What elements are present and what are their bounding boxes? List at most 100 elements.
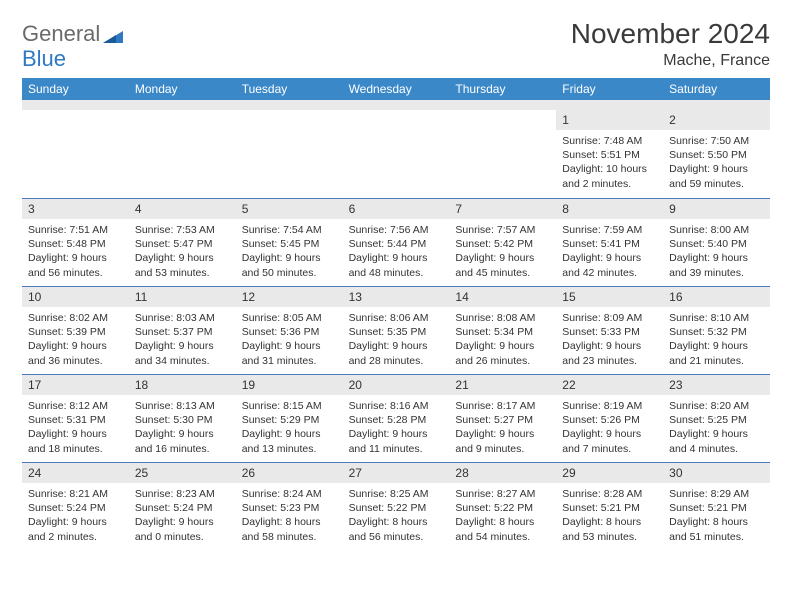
sunrise-text: Sunrise: 7:56 AM <box>349 223 444 237</box>
daylight-text: Daylight: 9 hours and 56 minutes. <box>28 251 123 279</box>
sunset-text: Sunset: 5:28 PM <box>349 413 444 427</box>
day-cell: 20Sunrise: 8:16 AMSunset: 5:28 PMDayligh… <box>343 374 450 462</box>
sunrise-text: Sunrise: 8:02 AM <box>28 311 123 325</box>
daylight-text: Daylight: 9 hours and 11 minutes. <box>349 427 444 455</box>
day-cell-empty <box>129 110 236 198</box>
weekday-header: Monday <box>129 78 236 100</box>
sunset-text: Sunset: 5:33 PM <box>562 325 657 339</box>
sunrise-text: Sunrise: 8:27 AM <box>455 487 550 501</box>
sunset-text: Sunset: 5:29 PM <box>242 413 337 427</box>
daylight-text: Daylight: 9 hours and 48 minutes. <box>349 251 444 279</box>
day-number: 26 <box>236 463 343 483</box>
sunset-text: Sunset: 5:23 PM <box>242 501 337 515</box>
sunset-text: Sunset: 5:22 PM <box>349 501 444 515</box>
day-content: Sunrise: 8:28 AMSunset: 5:21 PMDaylight:… <box>556 483 663 550</box>
day-cell: 14Sunrise: 8:08 AMSunset: 5:34 PMDayligh… <box>449 286 556 374</box>
sunrise-text: Sunrise: 8:21 AM <box>28 487 123 501</box>
day-number: 3 <box>22 199 129 219</box>
day-content: Sunrise: 8:25 AMSunset: 5:22 PMDaylight:… <box>343 483 450 550</box>
day-cell: 17Sunrise: 8:12 AMSunset: 5:31 PMDayligh… <box>22 374 129 462</box>
sunset-text: Sunset: 5:34 PM <box>455 325 550 339</box>
day-number: 9 <box>663 199 770 219</box>
day-content: Sunrise: 8:15 AMSunset: 5:29 PMDaylight:… <box>236 395 343 462</box>
day-number: 28 <box>449 463 556 483</box>
day-cell: 4Sunrise: 7:53 AMSunset: 5:47 PMDaylight… <box>129 198 236 286</box>
day-number: 14 <box>449 287 556 307</box>
sunrise-text: Sunrise: 8:00 AM <box>669 223 764 237</box>
daylight-text: Daylight: 8 hours and 53 minutes. <box>562 515 657 543</box>
sunset-text: Sunset: 5:30 PM <box>135 413 230 427</box>
week-row: 3Sunrise: 7:51 AMSunset: 5:48 PMDaylight… <box>22 198 770 286</box>
day-cell: 24Sunrise: 8:21 AMSunset: 5:24 PMDayligh… <box>22 462 129 550</box>
day-content: Sunrise: 8:29 AMSunset: 5:21 PMDaylight:… <box>663 483 770 550</box>
sunset-text: Sunset: 5:24 PM <box>28 501 123 515</box>
week-row: 24Sunrise: 8:21 AMSunset: 5:24 PMDayligh… <box>22 462 770 550</box>
day-cell: 30Sunrise: 8:29 AMSunset: 5:21 PMDayligh… <box>663 462 770 550</box>
day-content: Sunrise: 8:00 AMSunset: 5:40 PMDaylight:… <box>663 219 770 286</box>
daylight-text: Daylight: 9 hours and 45 minutes. <box>455 251 550 279</box>
day-content: Sunrise: 8:09 AMSunset: 5:33 PMDaylight:… <box>556 307 663 374</box>
day-number: 22 <box>556 375 663 395</box>
day-content: Sunrise: 7:57 AMSunset: 5:42 PMDaylight:… <box>449 219 556 286</box>
spacer-row <box>22 100 770 110</box>
sunset-text: Sunset: 5:25 PM <box>669 413 764 427</box>
day-number: 10 <box>22 287 129 307</box>
day-cell: 2Sunrise: 7:50 AMSunset: 5:50 PMDaylight… <box>663 110 770 198</box>
sunset-text: Sunset: 5:44 PM <box>349 237 444 251</box>
sunset-text: Sunset: 5:42 PM <box>455 237 550 251</box>
daylight-text: Daylight: 9 hours and 13 minutes. <box>242 427 337 455</box>
week-row: 1Sunrise: 7:48 AMSunset: 5:51 PMDaylight… <box>22 110 770 198</box>
day-cell: 19Sunrise: 8:15 AMSunset: 5:29 PMDayligh… <box>236 374 343 462</box>
sunset-text: Sunset: 5:21 PM <box>562 501 657 515</box>
day-content: Sunrise: 8:10 AMSunset: 5:32 PMDaylight:… <box>663 307 770 374</box>
day-cell: 9Sunrise: 8:00 AMSunset: 5:40 PMDaylight… <box>663 198 770 286</box>
day-cell: 8Sunrise: 7:59 AMSunset: 5:41 PMDaylight… <box>556 198 663 286</box>
day-cell: 22Sunrise: 8:19 AMSunset: 5:26 PMDayligh… <box>556 374 663 462</box>
sunrise-text: Sunrise: 7:48 AM <box>562 134 657 148</box>
day-number: 20 <box>343 375 450 395</box>
day-number: 30 <box>663 463 770 483</box>
sunrise-text: Sunrise: 8:15 AM <box>242 399 337 413</box>
day-cell: 27Sunrise: 8:25 AMSunset: 5:22 PMDayligh… <box>343 462 450 550</box>
daylight-text: Daylight: 9 hours and 53 minutes. <box>135 251 230 279</box>
day-cell-empty <box>22 110 129 198</box>
daylight-text: Daylight: 9 hours and 50 minutes. <box>242 251 337 279</box>
daylight-text: Daylight: 9 hours and 28 minutes. <box>349 339 444 367</box>
day-content: Sunrise: 8:20 AMSunset: 5:25 PMDaylight:… <box>663 395 770 462</box>
logo-triangle-icon <box>103 24 123 47</box>
sunrise-text: Sunrise: 8:25 AM <box>349 487 444 501</box>
day-number: 11 <box>129 287 236 307</box>
day-cell: 10Sunrise: 8:02 AMSunset: 5:39 PMDayligh… <box>22 286 129 374</box>
day-cell-empty <box>343 110 450 198</box>
day-cell: 28Sunrise: 8:27 AMSunset: 5:22 PMDayligh… <box>449 462 556 550</box>
day-cell: 26Sunrise: 8:24 AMSunset: 5:23 PMDayligh… <box>236 462 343 550</box>
day-cell: 7Sunrise: 7:57 AMSunset: 5:42 PMDaylight… <box>449 198 556 286</box>
calendar-page: GeneralBlue November 2024 Mache, France … <box>0 0 792 550</box>
sunrise-text: Sunrise: 8:19 AM <box>562 399 657 413</box>
day-number: 5 <box>236 199 343 219</box>
day-content: Sunrise: 8:13 AMSunset: 5:30 PMDaylight:… <box>129 395 236 462</box>
day-content: Sunrise: 8:02 AMSunset: 5:39 PMDaylight:… <box>22 307 129 374</box>
sunrise-text: Sunrise: 7:54 AM <box>242 223 337 237</box>
logo-text-blue: Blue <box>22 46 66 71</box>
day-number: 7 <box>449 199 556 219</box>
day-content: Sunrise: 8:19 AMSunset: 5:26 PMDaylight:… <box>556 395 663 462</box>
day-number: 19 <box>236 375 343 395</box>
daylight-text: Daylight: 8 hours and 58 minutes. <box>242 515 337 543</box>
day-number: 17 <box>22 375 129 395</box>
day-cell: 18Sunrise: 8:13 AMSunset: 5:30 PMDayligh… <box>129 374 236 462</box>
sunset-text: Sunset: 5:24 PM <box>135 501 230 515</box>
daylight-text: Daylight: 9 hours and 39 minutes. <box>669 251 764 279</box>
daylight-text: Daylight: 9 hours and 26 minutes. <box>455 339 550 367</box>
day-content: Sunrise: 8:06 AMSunset: 5:35 PMDaylight:… <box>343 307 450 374</box>
daylight-text: Daylight: 9 hours and 59 minutes. <box>669 162 764 190</box>
daylight-text: Daylight: 10 hours and 2 minutes. <box>562 162 657 190</box>
title-block: November 2024 Mache, France <box>571 18 770 70</box>
day-cell: 6Sunrise: 7:56 AMSunset: 5:44 PMDaylight… <box>343 198 450 286</box>
sunrise-text: Sunrise: 8:17 AM <box>455 399 550 413</box>
weeks-container: 1Sunrise: 7:48 AMSunset: 5:51 PMDaylight… <box>22 110 770 550</box>
sunrise-text: Sunrise: 8:09 AM <box>562 311 657 325</box>
sunset-text: Sunset: 5:50 PM <box>669 148 764 162</box>
day-cell: 25Sunrise: 8:23 AMSunset: 5:24 PMDayligh… <box>129 462 236 550</box>
day-cell: 5Sunrise: 7:54 AMSunset: 5:45 PMDaylight… <box>236 198 343 286</box>
